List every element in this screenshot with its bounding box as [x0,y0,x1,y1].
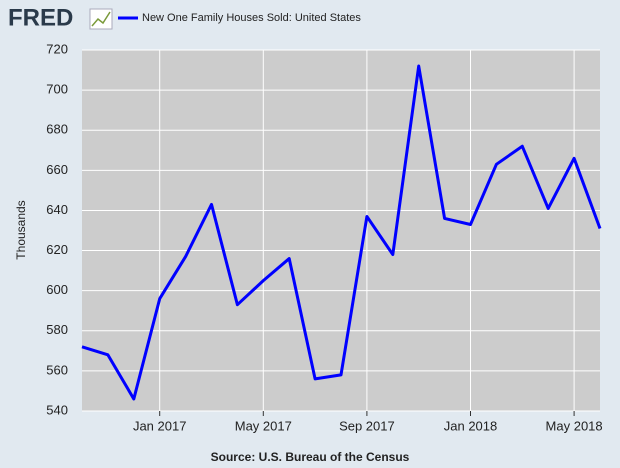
y-tick-label: 680 [46,122,68,137]
y-tick-label: 580 [46,322,68,337]
y-tick-label: 660 [46,162,68,177]
source: Source: U.S. Bureau of the Census [211,450,410,464]
x-tick-label: Jan 2018 [444,418,498,433]
logo-box [89,8,113,30]
y-tick-label: 540 [46,402,68,417]
y-tick-label: 560 [46,362,68,377]
y-tick-label: 620 [46,242,68,257]
logo: FRED [8,4,73,31]
x-tick-label: Jan 2017 [133,418,187,433]
logo-icon [89,8,113,30]
series-line [81,64,602,401]
x-tick-label: Sep 2017 [339,418,395,433]
y-tick-label: 700 [46,82,68,97]
x-tick-label: May 2018 [546,418,603,433]
y-tick-label: 600 [46,282,68,297]
x-tick-label: May 2017 [235,418,292,433]
y-axis-label: Thousands [14,200,28,259]
y-tick-label: 720 [46,41,68,56]
y-tick-label: 640 [46,202,68,217]
plot-area [82,50,600,411]
legend-label: New One Family Houses Sold: United State… [142,12,361,24]
logo-line [91,11,111,27]
